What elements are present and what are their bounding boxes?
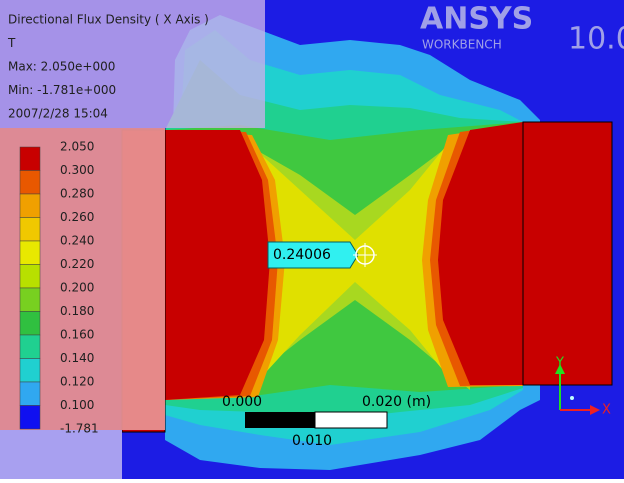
legend-swatch [20,406,40,430]
logo-product: WORKBENCH [422,38,502,52]
header-line: Max: 2.050e+000 [8,60,115,74]
legend-label: -1.781 [60,422,99,436]
header-line: T [7,36,16,50]
legend-swatch [20,359,40,383]
header-line: 2007/2/28 15:04 [8,107,108,121]
legend-label: 0.280 [60,187,94,201]
legend-label: 0.240 [60,234,94,248]
legend-label: 0.160 [60,328,94,342]
legend-swatch [20,312,40,336]
legend-swatch [20,218,40,242]
scale-middle: 0.010 [292,433,332,449]
header-line: Directional Flux Density ( X Axis ) [8,13,209,27]
legend-label: 0.100 [60,398,94,412]
legend-swatch [20,241,40,265]
legend-label: 0.120 [60,375,94,389]
probe-label: 0.24006 [273,247,331,263]
legend-swatch [20,147,40,171]
legend-label: 0.300 [60,163,94,177]
header-line: Min: -1.781e+000 [8,83,116,97]
legend-label: 0.260 [60,210,94,224]
legend-swatch [20,382,40,406]
logo-brand: ANSYS [420,2,533,37]
legend-label: 0.140 [60,351,94,365]
scale-start: 0.000 [222,394,262,410]
legend-footer [0,430,122,479]
viewport: Directional Flux Density ( X Axis ) T Max:… [0,0,624,479]
legend-label: 0.200 [60,281,94,295]
legend-swatch [20,335,40,359]
legend-label: 0.180 [60,304,94,318]
legend-swatch [20,265,40,289]
scale-end: 0.020 (m) [362,394,431,410]
logo-version: 10.0 [568,22,624,57]
legend-swatch [20,171,40,195]
legend-swatch [20,288,40,312]
legend-label: 2.050 [60,140,94,154]
legend-label: 0.220 [60,257,94,271]
triad-x: X [602,403,611,418]
triad-y: Y [555,356,564,371]
legend-swatch [20,194,40,218]
